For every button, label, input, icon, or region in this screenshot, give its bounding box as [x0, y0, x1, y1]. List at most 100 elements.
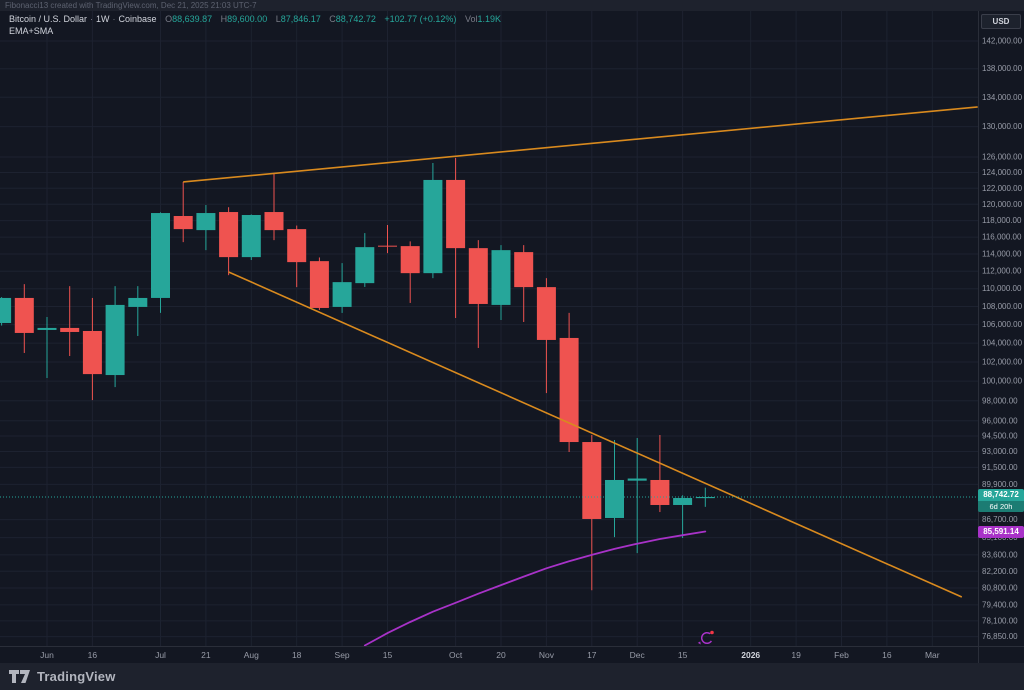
candle-body [468, 248, 488, 304]
candle-body [673, 498, 693, 505]
time-tick-label: 15 [383, 650, 393, 660]
candle-jul-7[interactable] [151, 212, 170, 313]
candle-sep-22[interactable] [400, 241, 420, 303]
time-tick-label: Jul [155, 650, 166, 660]
tradingview-logo-icon[interactable] [9, 669, 31, 684]
close-value: 88,742.72 [335, 14, 376, 24]
price-tick-label: 138,000.00 [982, 64, 1023, 73]
candle-sep-15[interactable] [378, 224, 397, 254]
candle-sep-8[interactable] [355, 233, 375, 287]
trendline-upper[interactable] [183, 106, 978, 183]
candle-body [695, 497, 715, 499]
price-tick-label: 93,000.00 [982, 447, 1018, 456]
candle-aug-11[interactable] [264, 172, 284, 241]
candle-jun-16[interactable] [82, 297, 102, 401]
time-tick-label: 17 [587, 650, 597, 660]
candle-jul-21[interactable] [196, 205, 216, 251]
candle-nov-3[interactable] [536, 278, 556, 394]
candle-jul-28[interactable] [219, 207, 239, 276]
candle-body [605, 479, 624, 518]
low-label: L [275, 14, 281, 24]
separator: · [90, 14, 94, 24]
candle-body [514, 252, 534, 288]
time-tick-label: 19 [791, 650, 801, 660]
price-tick-label: 134,000.00 [982, 93, 1023, 102]
candle-jun-2[interactable] [37, 316, 57, 379]
time-tick-label: Sep [335, 650, 350, 660]
time-tick-label: Jun [40, 650, 54, 660]
candle-body [378, 245, 397, 247]
price-tick-label: 86,700.00 [982, 515, 1018, 524]
price-tick-label: 122,000.00 [982, 184, 1023, 193]
candle-nov-17[interactable] [582, 435, 602, 591]
price-tick-label: 80,800.00 [982, 583, 1018, 592]
candle-body [105, 304, 125, 376]
candle-aug-18[interactable] [287, 225, 307, 288]
watermark-text: Fibonacci13 created with TradingView.com… [5, 1, 257, 10]
candle-aug-25[interactable] [309, 257, 329, 310]
price-tick-label: 82,200.00 [982, 567, 1018, 576]
candle-jul-14[interactable] [173, 181, 193, 243]
price-tick-label: 76,850.00 [982, 632, 1018, 641]
sma-line[interactable] [363, 530, 707, 647]
current-price-value: 88,742.72 [983, 490, 1019, 499]
symbol-title: Bitcoin / U.S. Dollar [9, 14, 88, 24]
candle-body [400, 246, 420, 274]
candle-nov-24[interactable] [605, 440, 624, 538]
candle-oct-20[interactable] [491, 245, 511, 320]
low-value: 87,846.17 [280, 14, 321, 24]
time-tick-label: Oct [449, 650, 463, 660]
high-value: 89,600.00 [227, 14, 268, 24]
time-tick-label: 18 [292, 650, 302, 660]
candle-sep-29[interactable] [423, 162, 443, 279]
price-tick-label: 120,000.00 [982, 200, 1023, 209]
candle-body [241, 215, 261, 258]
time-tick-label: 16 [882, 650, 892, 660]
price-axis-panel[interactable] [978, 11, 1024, 663]
open-label: O [165, 14, 173, 24]
candle-oct-6[interactable] [446, 157, 466, 318]
trendline-lower[interactable] [228, 271, 963, 598]
candle-oct-27[interactable] [514, 245, 534, 322]
candle-nov-10[interactable] [559, 312, 579, 452]
candle-body [0, 297, 12, 323]
candle-dec-8[interactable] [650, 435, 670, 513]
candle-body [60, 327, 80, 332]
candle-aug-4[interactable] [241, 214, 261, 261]
price-tick-label: 114,000.00 [982, 250, 1022, 259]
current-price-label: 88,742.72 6d 20h [978, 489, 1024, 512]
time-tick-label: 16 [88, 650, 98, 660]
replay-icon[interactable] [697, 630, 715, 646]
candle-sep-1[interactable] [332, 263, 352, 313]
close-label: C [329, 14, 336, 24]
candle-body [309, 261, 329, 308]
price-tick-label: 142,000.00 [982, 37, 1023, 46]
time-axis-panel[interactable] [0, 646, 978, 663]
indicator-row[interactable]: EMA+SMA [9, 25, 501, 37]
candle-may-26[interactable] [14, 284, 34, 353]
candle-jun-9[interactable] [60, 286, 80, 356]
candle-jun-23[interactable] [105, 286, 125, 388]
candle-body [219, 212, 239, 258]
symbol-row[interactable]: Bitcoin / U.S. Dollar · 1W · Coinbase O88,63… [9, 13, 501, 25]
replay-arrowhead [697, 641, 701, 645]
candle-jun-30[interactable] [128, 286, 148, 336]
price-tick-label: 104,000.00 [982, 339, 1023, 348]
tradingview-logo-text[interactable]: TradingView [37, 669, 116, 684]
candle-body [128, 297, 148, 307]
price-tick-label: 89,900.00 [982, 480, 1018, 489]
candle-dec-1[interactable] [627, 438, 647, 554]
candle-oct-13[interactable] [468, 240, 488, 348]
candle-body [446, 179, 466, 249]
replay-arrow [700, 631, 714, 645]
time-tick-label: Aug [244, 650, 259, 660]
candle-body [627, 478, 647, 481]
time-tick-label: 21 [201, 650, 211, 660]
candle-body [37, 327, 57, 330]
currency-toggle-button[interactable]: USD [981, 14, 1021, 29]
candle-may-19[interactable] [0, 297, 12, 326]
candle-body [151, 213, 170, 298]
candle-dec-15[interactable] [673, 495, 693, 539]
price-tick-label: 126,000.00 [982, 152, 1023, 161]
